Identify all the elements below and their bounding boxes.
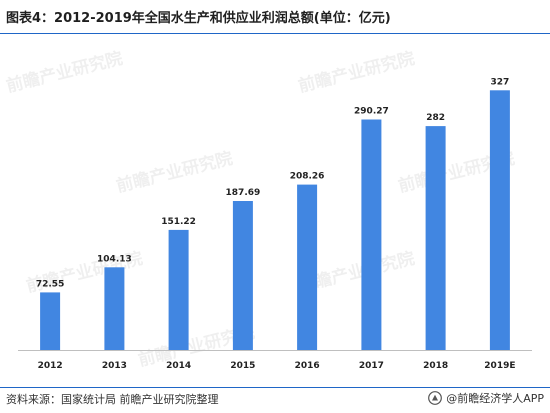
brand-logo-icon [428, 391, 443, 405]
bar-2014 [168, 229, 189, 350]
value-label-2017: 290.27 [354, 107, 389, 117]
title-divider [0, 33, 550, 34]
value-label-2013: 104.13 [97, 254, 132, 264]
category-label-2014: 2014 [166, 361, 191, 371]
value-label-2014: 151.22 [161, 217, 196, 227]
value-labels: 72.55 104.13 151.22 187.69 208.26 290.27 282 32… [36, 77, 509, 289]
watermark-text: 前瞻产业研究院 [4, 48, 125, 97]
category-label-2016: 2016 [295, 361, 320, 371]
source-note: 资料来源：国家统计局 前瞻产业研究院整理 [6, 393, 219, 406]
category-labels: 2012 2013 2014 2015 2016 2017 2018 2019E [38, 361, 516, 371]
value-label-2015: 187.69 [226, 188, 261, 198]
value-label-2018: 282 [426, 113, 445, 123]
category-label-2012: 2012 [38, 361, 63, 371]
category-label-2017: 2017 [359, 361, 384, 371]
watermark-text: 前瞻产业研究院 [114, 148, 235, 197]
bar-2016 [297, 184, 318, 350]
bar-2019E [489, 90, 510, 351]
chart-title: 图表4：2012-2019年全国水生产和供应业利润总额(单位：亿元) [6, 11, 391, 26]
brand-text: @前瞻经济学人APP [446, 392, 544, 405]
brand-credit: @前瞻经济学人APP [428, 390, 544, 406]
bar-2017 [361, 119, 382, 350]
bar-2018 [425, 126, 446, 350]
category-label-2015: 2015 [230, 361, 255, 371]
category-label-2013: 2013 [102, 361, 127, 371]
category-label-2018: 2018 [423, 361, 448, 371]
bar-2013 [104, 267, 125, 350]
value-label-2012: 72.55 [36, 279, 64, 289]
chart-header: 图表4：2012-2019年全国水生产和供应业利润总额(单位：亿元) [0, 0, 550, 34]
category-label-2019E: 2019E [484, 361, 515, 371]
bar-series [40, 90, 510, 351]
bar-2012 [40, 292, 61, 350]
footer-divider [0, 387, 550, 388]
bar-2015 [232, 201, 253, 350]
value-label-2019E: 327 [491, 77, 510, 87]
watermark-text: 前瞻产业研究院 [296, 48, 417, 97]
value-label-2016: 208.26 [290, 172, 325, 182]
